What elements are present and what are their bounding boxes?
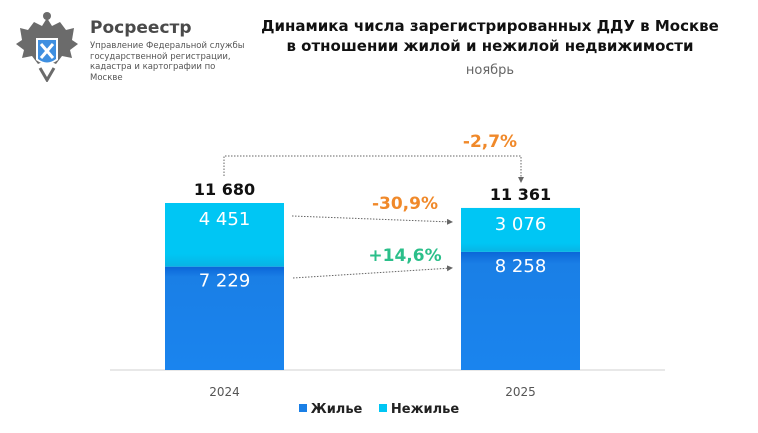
data-label-nonresidential-2024: 4 451	[199, 209, 251, 230]
total-change-connector	[223, 155, 524, 183]
data-label-residential-2024: 7 229	[199, 271, 251, 292]
legend-label-residential: Жилье	[310, 402, 363, 417]
chart-subtitle: ноябрь	[465, 63, 515, 78]
chart-title: Динамика числа зарегистрированных ДДУ в …	[250, 16, 730, 56]
data-label-residential-2025: 8 258	[495, 256, 547, 277]
bar-nonresidential-2024	[165, 203, 284, 267]
total-change-label: -2,7%	[463, 132, 517, 152]
x-tick-label-2024: 2024	[209, 385, 240, 399]
bar-nonresidential-2025	[461, 207, 580, 252]
residential-change-label: +14,6%	[368, 246, 441, 266]
total-label-2024: 11 680	[194, 180, 255, 199]
nonresidential-change-label: -30,9%	[372, 194, 438, 214]
legend-swatch-residential	[298, 404, 307, 412]
x-tick-label-2025: 2025	[505, 385, 536, 399]
legend-swatch-nonresidential	[378, 404, 387, 412]
brand-subtitle: Управление Федеральной службы государств…	[90, 41, 245, 83]
legend-item-residential: Жилье	[298, 402, 363, 417]
bar-residential-2025	[461, 251, 580, 370]
title-line-2: в отношении жилой и нежилой недвижимости	[286, 37, 694, 55]
brand-name: Росреестр	[90, 18, 192, 38]
legend-label-nonresidential: Нежилье	[390, 402, 460, 417]
rosreestr-eagle-logo	[16, 12, 78, 82]
total-label-2025: 11 361	[490, 185, 551, 204]
residential-change-arrow	[292, 265, 453, 279]
title-line-1: Динамика числа зарегистрированных ДДУ в …	[261, 17, 719, 35]
data-label-nonresidential-2025: 3 076	[495, 214, 547, 235]
nonresidential-change-arrow	[291, 215, 453, 225]
legend: Жилье Нежилье	[0, 402, 758, 417]
legend-item-nonresidential: Нежилье	[378, 402, 460, 417]
bar-residential-2024	[165, 266, 284, 370]
